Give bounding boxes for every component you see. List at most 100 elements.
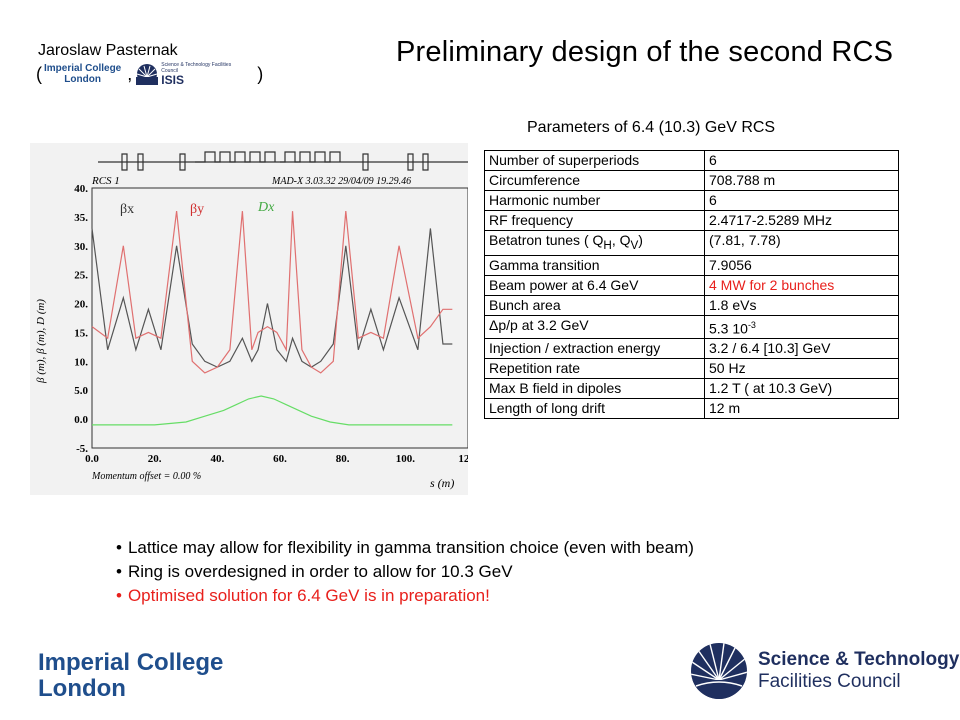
tunes-label-sub-h: H: [603, 238, 612, 252]
y-tick-labels: 40. 35. 30. 25. 20. 15. 10. 5.0 0.0 -5.: [74, 183, 88, 455]
imperial-college-logo: Imperial College London: [38, 650, 223, 702]
row-label: Length of long drift: [484, 398, 705, 420]
plot-header-left: RCS 1: [91, 175, 120, 187]
lattice-functions-plot: RCS 1 MAD-X 3.03.32 29/04/09 19.29.46 β …: [30, 143, 478, 495]
table-row: Length of long drift 12 m: [484, 398, 899, 420]
row-value-highlight: 4 MW for 2 bunches: [704, 274, 899, 296]
row-label: Circumference: [484, 170, 705, 191]
imperial-college-mini-logo: Imperial College London: [44, 63, 121, 85]
x-tick-label: 0.0: [85, 453, 99, 465]
x-tick-label: 100.: [396, 453, 416, 465]
row-value: 708.788 m: [704, 170, 899, 191]
table-row: RF frequency 2.4717-2.5289 MHz: [484, 210, 899, 231]
y-tick-label: 20.: [74, 299, 88, 311]
plot-ylabel: β (m), β (m), D (m): [35, 299, 47, 384]
bullet-item-highlight: Optimised solution for 6.4 GeV is in pre…: [116, 584, 694, 608]
x-tick-label: 20.: [148, 453, 162, 465]
table-row: Number of superperiods 6: [484, 150, 899, 171]
row-value: 1.8 eVs: [704, 294, 899, 316]
mini-logo-isis: ISIS: [161, 73, 184, 87]
row-value: 6: [704, 190, 899, 211]
legend-dx: Dx: [257, 200, 275, 215]
table-row: Betatron tunes ( QH, QV) (7.81, 7.78): [484, 230, 899, 256]
slide-title: Preliminary design of the second RCS: [396, 36, 894, 68]
table-row: Bunch area 1.8 eVs: [484, 294, 899, 316]
plot-svg: RCS 1 MAD-X 3.03.32 29/04/09 19.29.46 β …: [35, 151, 478, 490]
table-row: Δp/p at 3.2 GeV 5.3 10-3: [484, 314, 899, 340]
row-value: 2.4717-2.5289 MHz: [704, 210, 899, 231]
row-label: Δp/p at 3.2 GeV: [484, 314, 705, 340]
table-row: Repetition rate 50 Hz: [484, 358, 899, 380]
dpp-value-base: 5.3 10: [709, 320, 748, 337]
row-value: 50 Hz: [704, 358, 899, 380]
dpp-value-exponent: -3: [747, 319, 756, 330]
row-label: RF frequency: [484, 210, 705, 231]
plot-series: [91, 211, 453, 426]
stfc-logo-line2: Facilities Council: [758, 671, 901, 692]
stfc-sunburst-icon: [691, 643, 747, 699]
y-tick-label: 0.0: [74, 414, 88, 426]
x-tick-label: 120.: [458, 453, 468, 465]
row-value: 12 m: [704, 398, 899, 420]
y-tick-label: 30.: [74, 241, 88, 253]
tunes-label-mid: , Q: [611, 232, 631, 248]
x-tick-labels: 0.0 20. 40. 60. 80. 100. 120.: [85, 453, 478, 465]
ic-logo-line2: London: [38, 675, 126, 702]
row-label: Betatron tunes ( QH, QV): [484, 230, 705, 256]
y-tick-label: 40.: [74, 183, 88, 195]
x-tick-label: 40.: [210, 453, 224, 465]
table-row: Beam power at 6.4 GeV 4 MW for 2 bunches: [484, 274, 899, 296]
open-paren: (: [36, 63, 42, 84]
table-row: Harmonic number 6: [484, 190, 899, 211]
row-label: Bunch area: [484, 294, 705, 316]
y-tick-label: -5.: [76, 443, 88, 455]
close-paren: ): [257, 63, 264, 84]
y-tick-label: 5.0: [74, 385, 88, 397]
affiliation-line: ( Imperial College London , Science & Te…: [36, 62, 263, 86]
y-tick-label: 25.: [74, 270, 88, 282]
tunes-label-post: ): [638, 232, 643, 248]
row-value: (7.81, 7.78): [704, 230, 899, 256]
y-tick-label: 10.: [74, 356, 88, 368]
row-value: 3.2 / 6.4 [10.3] GeV: [704, 338, 899, 360]
plot-xlabel: s (m): [430, 476, 454, 490]
table-row: Gamma transition 7.9056: [484, 254, 899, 276]
bullet-item: Ring is overdesigned in order to allow f…: [116, 560, 694, 584]
row-label: Number of superperiods: [484, 150, 705, 171]
series-line-dx: [92, 395, 453, 426]
table-row: Injection / extraction energy 3.2 / 6.4 […: [484, 338, 899, 360]
plot-header-right: MAD-X 3.03.32 29/04/09 19.29.46: [271, 176, 411, 187]
row-value: 6: [704, 150, 899, 171]
stfc-logo: Science & Technology Facilities Council: [690, 642, 959, 700]
y-tick-label: 15.: [74, 327, 88, 339]
parameters-table: Number of superperiods 6 Circumference 708…: [484, 150, 899, 420]
stfc-isis-mini-logo: Science & Technology Facilities Council …: [136, 62, 233, 86]
parameters-title: Parameters of 6.4 (10.3) GeV RCS: [527, 119, 776, 136]
x-tick-label: 60.: [273, 453, 287, 465]
series-line-beta-y: [91, 211, 453, 374]
bullet-item: Lattice may allow for flexibility in gam…: [116, 536, 694, 560]
table-row: Circumference 708.788 m: [484, 170, 899, 191]
row-label: Repetition rate: [484, 358, 705, 380]
ic-logo-line1: Imperial College: [38, 649, 224, 676]
row-label: Beam power at 6.4 GeV: [484, 274, 705, 296]
tunes-label-pre: Betatron tunes ( Q: [489, 232, 604, 248]
table-row: Max B field in dipoles 1.2 T ( at 10.3 Ge…: [484, 378, 899, 400]
x-tick-label: 80.: [336, 453, 350, 465]
series-line-beta-x: [91, 228, 453, 368]
magnet-layout-strip: [98, 151, 468, 171]
plot-frame: [91, 187, 469, 449]
plot-momentum-offset: Momentum offset = 0.00 %: [91, 471, 201, 482]
legend-beta-x: βx: [120, 202, 134, 217]
bullet-list: Lattice may allow for flexibility in gam…: [116, 536, 694, 608]
mini-logo-stfc-line1: Science & Technology Facilities Council: [161, 62, 232, 74]
y-tick-label: 35.: [74, 212, 88, 224]
legend-beta-y: βy: [190, 202, 204, 217]
row-label: Gamma transition: [484, 254, 705, 276]
row-label: Harmonic number: [484, 190, 705, 211]
row-value: 1.2 T ( at 10.3 GeV): [704, 378, 899, 400]
mini-logo-ic-line2: London: [64, 74, 101, 85]
stfc-sunburst-icon: [136, 64, 159, 85]
row-value: 7.9056: [704, 254, 899, 276]
comma: ,: [127, 63, 133, 84]
